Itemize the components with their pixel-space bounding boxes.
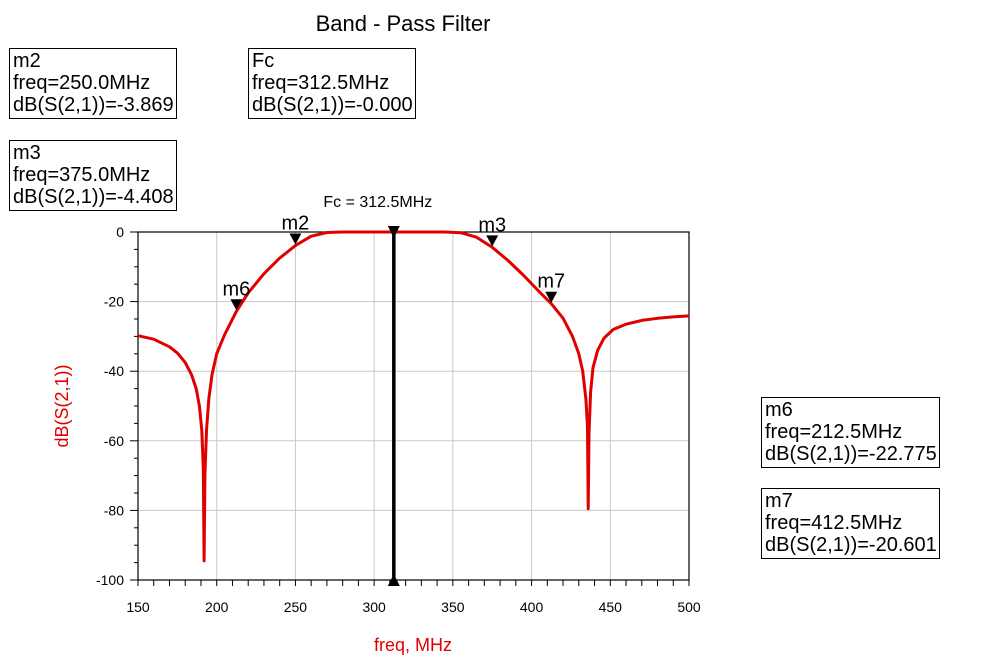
x-tick-label: 450 [599,599,623,615]
marker-m7 [545,291,558,303]
plot-frame [137,231,690,581]
y-tick-label: -40 [104,363,124,379]
fc-marker-top [387,226,400,238]
x-tick-label: 150 [126,599,150,615]
marker-box-name: m3 [13,142,41,164]
marker-label-m3: m3 [478,214,506,236]
marker-m2 [289,233,302,245]
x-axis: 150 200 250 300 350 400 450 500 [126,580,701,615]
y-tick-label: -80 [104,502,124,518]
marker-box-name: m2 [13,50,41,72]
chart-title: Band - Pass Filter [316,11,491,36]
x-axis-label: freq, MHz [374,635,452,655]
marker-box-freq: freq=375.0MHz [13,164,151,186]
x-tick-label: 500 [677,599,701,615]
marker-box-freq: freq=250.0MHz [13,72,151,94]
fc-line-label: Fc = 312.5MHz [323,194,432,211]
marker-box-freq: freq=312.5MHz [252,72,390,94]
y-tick-label: 0 [116,224,124,240]
marker-box-freq: freq=212.5MHz [765,421,903,443]
marker-m6 [230,299,243,311]
marker-box-m7: m7 freq=412.5MHz dB(S(2,1))=-20.601 [761,488,940,559]
marker-box-name: Fc [252,50,275,72]
grid [138,232,689,580]
marker-box-value: dB(S(2,1))=-22.775 [765,443,937,465]
marker-box-name: m6 [765,399,793,421]
y-tick-label: -20 [104,294,124,310]
fc-line-group: Fc = 312.5MHz [323,194,432,586]
x-tick-label: 350 [441,599,465,615]
marker-label-m7: m7 [537,271,565,293]
markers-layer: m2 m3 m6 m7 [222,212,565,311]
y-axis-label: dB(S(2,1)) [52,364,72,447]
marker-box-value: dB(S(2,1))=-3.869 [13,94,174,116]
marker-box-value: dB(S(2,1))=-0.000 [252,94,413,116]
y-tick-label: -60 [104,433,124,449]
marker-box-m2: m2 freq=250.0MHz dB(S(2,1))=-3.869 [9,48,177,119]
series-line-1 [137,230,690,563]
y-tick-label: -100 [96,572,124,588]
x-tick-label: 400 [520,599,544,615]
x-tick-label: 250 [284,599,308,615]
marker-box-name: m7 [765,490,793,512]
marker-label-m6: m6 [222,278,250,300]
marker-m3 [486,235,499,247]
y-axis: 0 -20 -40 -60 -80 -100 [96,224,138,588]
marker-label-m2: m2 [282,212,310,234]
marker-box-value: dB(S(2,1))=-20.601 [765,534,937,556]
series-layer [137,230,690,563]
marker-box-m3: m3 freq=375.0MHz dB(S(2,1))=-4.408 [9,140,177,211]
marker-box-fc: Fc freq=312.5MHz dB(S(2,1))=-0.000 [248,48,416,119]
x-tick-label: 300 [362,599,386,615]
marker-box-freq: freq=412.5MHz [765,512,903,534]
fc-marker-bottom [387,574,400,586]
marker-box-value: dB(S(2,1))=-4.408 [13,186,174,208]
x-tick-label: 200 [205,599,229,615]
marker-box-m6: m6 freq=212.5MHz dB(S(2,1))=-22.775 [761,397,940,468]
